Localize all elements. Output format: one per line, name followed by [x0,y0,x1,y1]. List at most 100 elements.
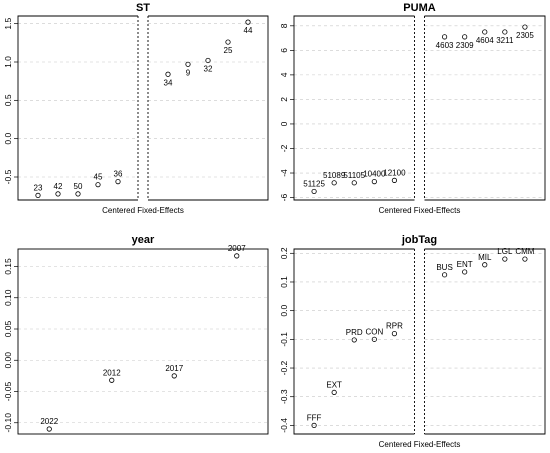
data-point [331,389,337,396]
point-label: EXT [326,380,342,389]
point-label: BUS [436,263,452,272]
point-label: FFF [307,413,322,422]
y-tick-label: 1.5 [3,17,13,29]
y-tick-label: -0.1 [279,332,289,347]
y-tick-label: -0.05 [3,382,13,402]
data-point [171,373,177,379]
data-point [351,180,357,186]
data-point [245,19,251,25]
point-label: 42 [54,182,63,191]
point-label: 51125 [303,179,325,188]
data-point [371,336,377,342]
y-tick-label: 0.5 [3,94,13,106]
y-tick-label: 0.05 [3,320,13,337]
y-tick-label: 1.0 [3,56,13,68]
point-label: 2012 [103,368,121,377]
y-tick-label: 2 [279,97,289,102]
point-label: 34 [164,78,173,87]
point-label: 25 [224,46,233,55]
data-point [441,34,448,40]
point-label: 2305 [516,31,534,40]
panel-year: -0.10 -0.05 0.00 0.05 0.10 0.15 year 2022 2012 20… [3,234,269,435]
frame-left [293,15,415,201]
frame-left [17,15,138,201]
point-label: ENT [457,260,473,269]
data-point [311,188,317,195]
point-label: 50 [74,182,83,191]
point-label: 9 [186,68,191,77]
frame-right [148,15,269,201]
data-point [331,180,337,186]
data-point [462,34,468,40]
data-point [165,71,171,77]
data-point [55,191,61,197]
data-point [482,262,488,268]
point-label: 36 [114,170,123,179]
data-point [462,269,468,275]
point-label: CON [365,327,383,336]
data-point [502,29,508,35]
point-label: 2022 [40,417,58,426]
point-label: 10400 [363,170,386,179]
y-tick-label: 8 [279,23,289,28]
y-tick-label: -0.3 [279,389,289,404]
data-point [522,256,528,262]
data-point [205,57,211,64]
data-point [185,61,191,67]
point-label: 44 [244,26,253,35]
data-point [115,179,121,185]
data-point [35,192,41,198]
data-point [391,177,398,183]
y-tick-label: 6 [279,48,289,53]
y-tick-label: 0.0 [279,304,289,316]
point-label: 4604 [476,36,494,45]
point-label: 2007 [228,244,246,253]
point-label: MIL [478,253,492,262]
y-tick-label: 0.00 [3,352,13,369]
y-tick-label: -2 [279,144,289,152]
data-point [75,191,81,197]
point-label: 23 [34,183,43,192]
x-axis-label: Centered Fixed-Effects [379,440,461,449]
data-point [351,337,357,343]
y-tick-label: 0.2 [279,247,289,259]
data-point [522,24,528,30]
y-tick-label: 0 [279,121,289,126]
y-tick-label: -0.5 [3,169,13,184]
y-tick-label: -0.10 [3,413,13,433]
data-point [311,422,317,428]
y-tick-label: 4 [279,72,289,77]
point-label: RPR [386,322,403,331]
panel-jobTag: -0.4 -0.3 -0.2 -0.1 0.0 0.1 0.2 jobTag Centered … [279,234,546,449]
point-label: 32 [204,64,213,73]
y-tick-label: 0.0 [3,132,13,144]
frame [17,248,269,435]
point-label: LGL [497,247,513,256]
data-point [371,179,377,185]
point-label: 4603 [436,41,454,50]
point-label: 12100 [383,168,406,177]
data-point [109,377,115,383]
point-label: PRD [346,328,363,337]
x-axis-label: Centered Fixed-Effects [102,206,184,215]
data-point [95,182,101,188]
y-tick-label: 0.15 [3,258,13,275]
chart-title: year [132,234,155,246]
panel-PUMA: -6 -4 -2 0 2 4 6 8 PUMA Centered Fixed-Effects 511… [279,2,546,215]
data-point [46,426,52,432]
point-label: 3211 [496,36,514,45]
data-point [234,253,240,259]
y-tick-label: 0.1 [279,276,289,288]
data-point [391,331,398,337]
data-point [225,39,231,45]
point-label: CMM [515,247,534,256]
data-point [502,256,508,262]
data-point [482,29,488,35]
frame-right [424,15,546,201]
frame-left [293,248,415,435]
x-axis-label: Centered Fixed-Effects [379,206,461,215]
point-label: 51089 [323,171,346,180]
y-tick-label: 0.10 [3,289,13,306]
chart-title: ST [136,2,150,14]
